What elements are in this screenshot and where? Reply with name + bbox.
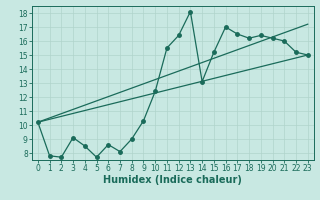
X-axis label: Humidex (Indice chaleur): Humidex (Indice chaleur) — [103, 175, 242, 185]
